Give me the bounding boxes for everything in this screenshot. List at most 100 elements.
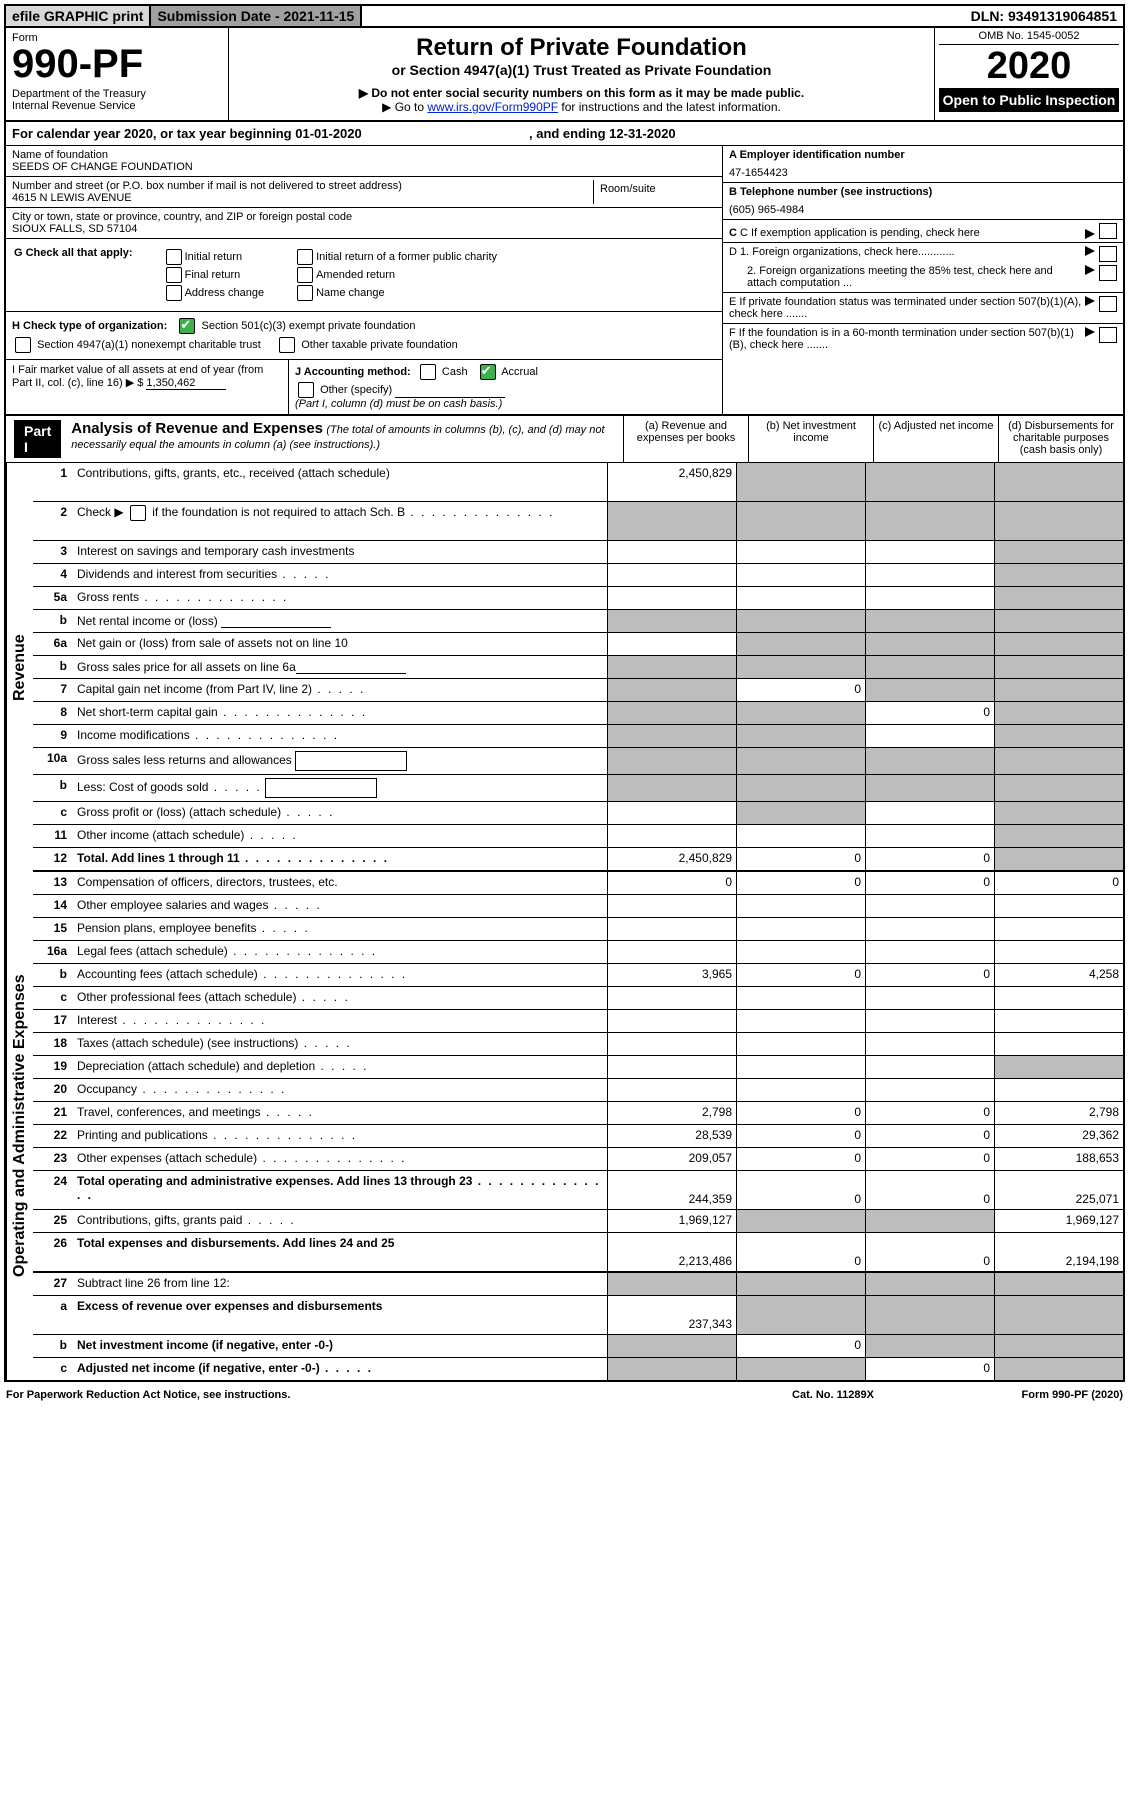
part1-desc: Part I Analysis of Revenue and Expenses … xyxy=(6,416,623,462)
col-a-header: (a) Revenue and expenses per books xyxy=(623,416,748,462)
line24-no: 24 xyxy=(33,1171,73,1209)
line2-desc: Check ▶ if the foundation is not require… xyxy=(73,502,607,540)
line16b-b: 0 xyxy=(736,964,865,986)
line16c-a xyxy=(607,987,736,1009)
4947a1-checkbox[interactable] xyxy=(15,337,31,353)
line10b-a xyxy=(607,775,736,801)
d1-checkbox[interactable] xyxy=(1099,246,1117,262)
phone-value: (605) 965-4984 xyxy=(729,204,1117,216)
line27b-c xyxy=(865,1335,994,1357)
line10c-c xyxy=(865,802,994,824)
line14-no: 14 xyxy=(33,895,73,917)
cal-year-end: 12-31-2020 xyxy=(609,126,676,141)
opex-label: Operating and Administrative Expenses xyxy=(6,872,33,1380)
line13-a: 0 xyxy=(607,872,736,894)
line5a-no: 5a xyxy=(33,587,73,609)
addr-label: Number and street (or P.O. box number if… xyxy=(12,180,593,192)
e-cell: E If private foundation status was termi… xyxy=(723,293,1123,324)
sch-b-checkbox[interactable] xyxy=(130,505,146,521)
phone-cell: B Telephone number (see instructions) (6… xyxy=(723,183,1123,220)
instructions-link[interactable]: www.irs.gov/Form990PF xyxy=(427,100,558,114)
initial-return-checkbox[interactable] xyxy=(166,249,182,265)
amended-return-checkbox[interactable] xyxy=(297,267,313,283)
501c3-checkbox[interactable] xyxy=(179,318,195,334)
line8-a xyxy=(607,702,736,724)
line5a-b xyxy=(736,587,865,609)
line4-no: 4 xyxy=(33,564,73,586)
line2-a xyxy=(607,502,736,540)
final-return-checkbox[interactable] xyxy=(166,267,182,283)
foundation-name: SEEDS OF CHANGE FOUNDATION xyxy=(12,161,716,173)
line16c-c xyxy=(865,987,994,1009)
other-specify-checkbox[interactable] xyxy=(298,382,314,398)
line16a-a xyxy=(607,941,736,963)
line10c-d xyxy=(994,802,1123,824)
line16c-b xyxy=(736,987,865,1009)
line18-a xyxy=(607,1033,736,1055)
e-checkbox[interactable] xyxy=(1099,296,1117,312)
line27a-d xyxy=(994,1296,1123,1334)
line8-no: 8 xyxy=(33,702,73,724)
line19-c xyxy=(865,1056,994,1078)
line10b-d xyxy=(994,775,1123,801)
line7-a xyxy=(607,679,736,701)
f-checkbox[interactable] xyxy=(1099,327,1117,343)
line1-d xyxy=(994,463,1123,501)
initial-former-checkbox[interactable] xyxy=(297,249,313,265)
line20-c xyxy=(865,1079,994,1101)
line27b-a xyxy=(607,1335,736,1357)
line25-desc: Contributions, gifts, grants paid xyxy=(73,1210,607,1232)
info-right: A Employer identification number 47-1654… xyxy=(722,146,1123,414)
line17-a xyxy=(607,1010,736,1032)
line9-desc: Income modifications xyxy=(73,725,607,747)
name-change-checkbox[interactable] xyxy=(297,285,313,301)
line7-b: 0 xyxy=(736,679,865,701)
c-checkbox[interactable] xyxy=(1099,223,1117,239)
line12-desc: Total. Add lines 1 through 11 xyxy=(73,848,607,870)
4947a1-label: Section 4947(a)(1) nonexempt charitable … xyxy=(37,339,261,351)
other-taxable-checkbox[interactable] xyxy=(279,337,295,353)
line6b-desc: Gross sales price for all assets on line… xyxy=(73,656,607,678)
line5a-c xyxy=(865,587,994,609)
line11-c xyxy=(865,825,994,847)
form-990pf-container: efile GRAPHIC print Submission Date - 20… xyxy=(4,4,1125,1382)
line22-c: 0 xyxy=(865,1125,994,1147)
line23-a: 209,057 xyxy=(607,1148,736,1170)
line24-c: 0 xyxy=(865,1171,994,1209)
line10b-b xyxy=(736,775,865,801)
line17-d xyxy=(994,1010,1123,1032)
line5b-no: b xyxy=(33,610,73,632)
line15-desc: Pension plans, employee benefits xyxy=(73,918,607,940)
g-check-label: G Check all that apply: xyxy=(14,247,133,259)
accrual-checkbox[interactable] xyxy=(480,364,496,380)
line25-d: 1,969,127 xyxy=(994,1210,1123,1232)
line19-b xyxy=(736,1056,865,1078)
line10a-no: 10a xyxy=(33,748,73,774)
address-change-checkbox[interactable] xyxy=(166,285,182,301)
cal-year-begin: 01-01-2020 xyxy=(295,126,362,141)
submission-date: Submission Date - 2021-11-15 xyxy=(151,6,362,26)
line6b-b xyxy=(736,656,865,678)
cash-checkbox[interactable] xyxy=(420,364,436,380)
line15-d xyxy=(994,918,1123,940)
line27b-b: 0 xyxy=(736,1335,865,1357)
f-label: F If the foundation is in a 60-month ter… xyxy=(729,327,1085,351)
cal-year-mid: , and ending xyxy=(529,126,609,141)
line5b-b xyxy=(736,610,865,632)
line17-c xyxy=(865,1010,994,1032)
opex-section: Operating and Administrative Expenses 13… xyxy=(6,872,1123,1380)
i-j-row: I Fair market value of all assets at end… xyxy=(6,360,722,414)
d2-checkbox[interactable] xyxy=(1099,265,1117,281)
line8-b xyxy=(736,702,865,724)
line27a-c xyxy=(865,1296,994,1334)
line21-d: 2,798 xyxy=(994,1102,1123,1124)
line10a-a xyxy=(607,748,736,774)
i-fmv-prefix: ▶ $ xyxy=(126,377,144,389)
line10c-desc: Gross profit or (loss) (attach schedule) xyxy=(73,802,607,824)
line13-c: 0 xyxy=(865,872,994,894)
line8-c: 0 xyxy=(865,702,994,724)
line10a-c xyxy=(865,748,994,774)
phone-label: B Telephone number (see instructions) xyxy=(729,186,932,198)
cash-label: Cash xyxy=(442,366,468,378)
line5b-c xyxy=(865,610,994,632)
